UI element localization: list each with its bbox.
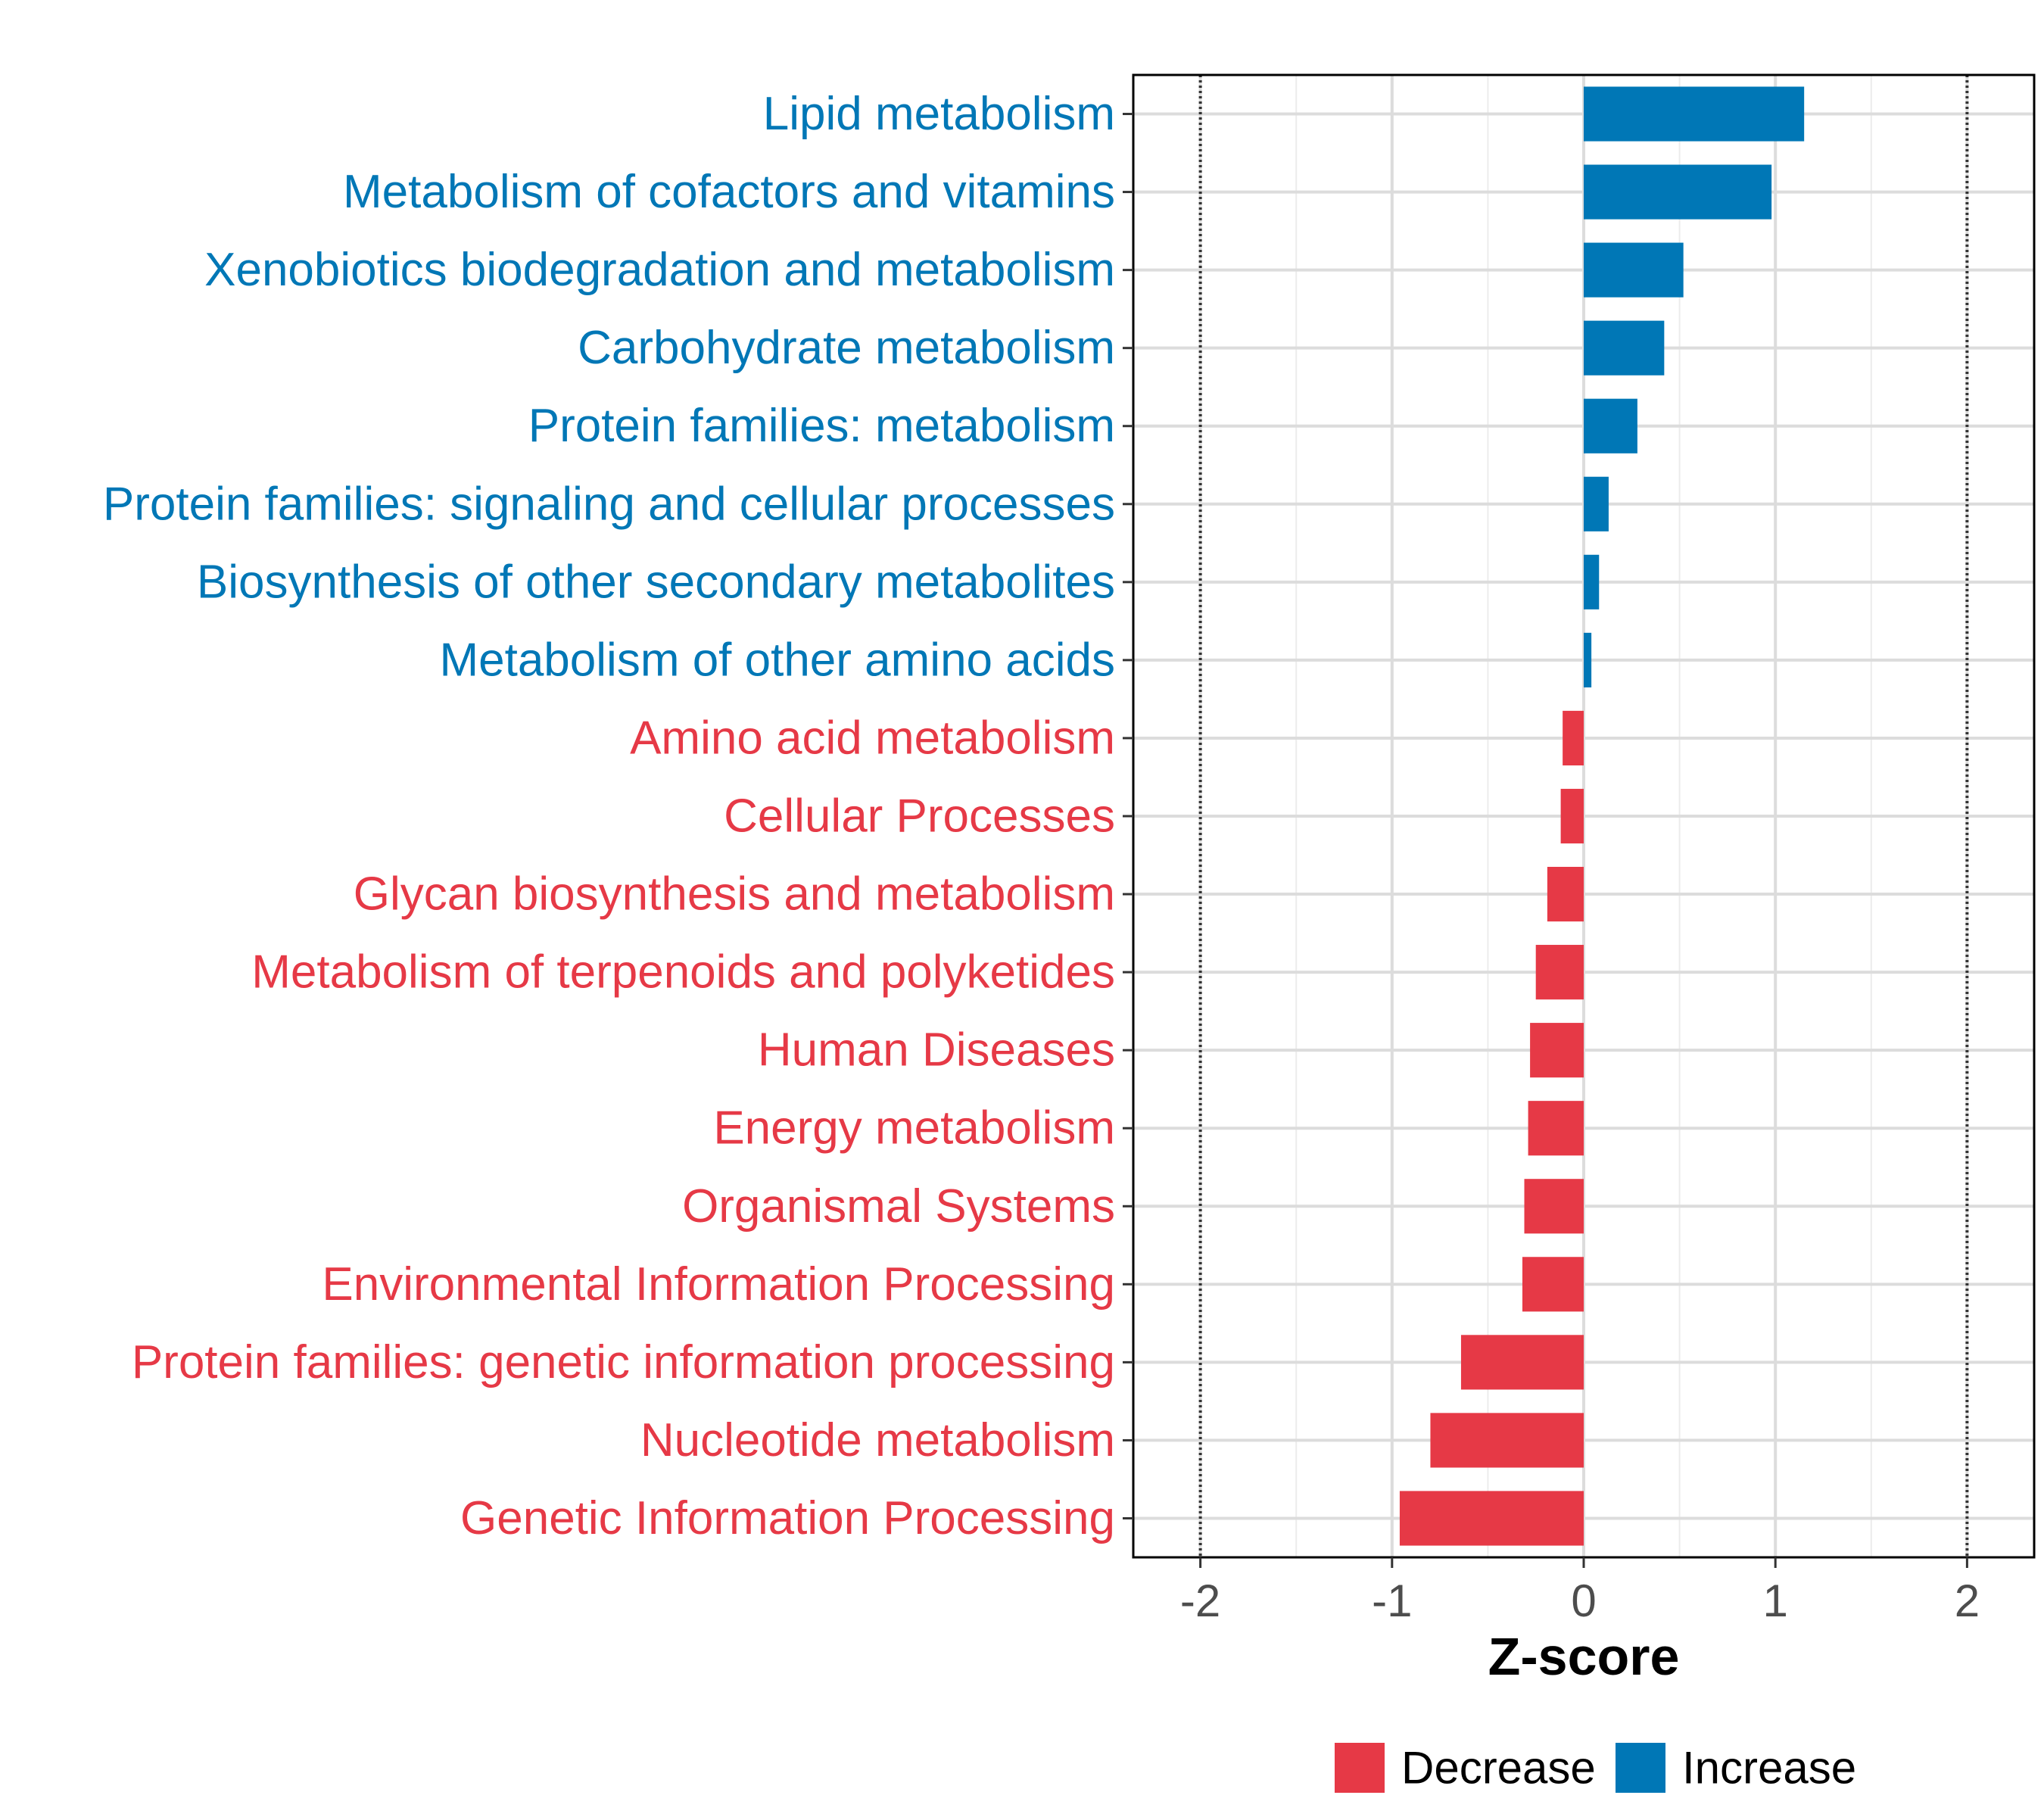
category-label: Amino acid metabolism <box>630 712 1115 764</box>
x-tick-label: 0 <box>1571 1575 1596 1626</box>
category-label: Metabolism of other amino acids <box>439 634 1115 686</box>
category-label: Xenobiotics biodegradation and metabolis… <box>204 244 1115 296</box>
category-label: Nucleotide metabolism <box>640 1414 1115 1466</box>
category-label: Human Diseases <box>758 1024 1115 1077</box>
bar <box>1522 1257 1584 1312</box>
category-label: Genetic Information Processing <box>460 1492 1115 1544</box>
category-label: Metabolism of terpenoids and polyketides <box>251 946 1115 999</box>
bar <box>1460 1335 1584 1390</box>
category-label: Protein families: metabolism <box>528 400 1115 452</box>
bar <box>1430 1413 1584 1468</box>
bar <box>1584 554 1600 609</box>
bar <box>1524 1179 1584 1234</box>
legend-label-increase: Increase <box>1682 1743 1856 1794</box>
bar <box>1535 945 1584 1000</box>
bar <box>1584 476 1609 531</box>
x-tick-label: 1 <box>1763 1575 1788 1626</box>
bars <box>1399 86 1805 1546</box>
legend: Decrease Increase <box>1335 1743 1856 1794</box>
y-axis-labels: Lipid metabolism Metabolism of cofactors … <box>103 88 1115 1544</box>
x-axis-ticks: -2 -1 0 1 2 <box>1180 1557 1980 1626</box>
legend-label-decrease: Decrease <box>1401 1743 1596 1794</box>
category-label: Glycan biosynthesis and metabolism <box>354 868 1115 921</box>
category-label: Environmental Information Processing <box>322 1258 1115 1311</box>
bar <box>1584 242 1684 298</box>
bar <box>1399 1491 1584 1546</box>
bar <box>1530 1023 1584 1078</box>
bar <box>1584 86 1805 142</box>
y-axis-ticks <box>1123 113 1133 1519</box>
category-label: Protein families: genetic information pr… <box>132 1336 1115 1388</box>
bar <box>1560 788 1584 844</box>
reference-lines <box>1198 75 1969 1557</box>
category-label: Carbohydrate metabolism <box>578 322 1115 374</box>
category-label: Metabolism of cofactors and vitamins <box>343 166 1115 218</box>
x-axis-title: Z-score <box>1488 1627 1680 1686</box>
category-label: Lipid metabolism <box>763 88 1115 140</box>
bar <box>1563 710 1584 766</box>
bar <box>1584 164 1772 220</box>
category-label: Organismal Systems <box>682 1180 1115 1233</box>
category-label: Biosynthesis of other secondary metaboli… <box>197 556 1115 608</box>
bar <box>1528 1101 1584 1156</box>
legend-key-decrease <box>1335 1743 1385 1793</box>
legend-key-increase <box>1616 1743 1665 1793</box>
x-tick-label: 2 <box>1955 1575 1980 1626</box>
category-label: Protein families: signaling and cellular… <box>103 478 1115 530</box>
bar <box>1584 632 1592 687</box>
bar <box>1584 398 1637 453</box>
category-label: Cellular Processes <box>724 790 1115 843</box>
category-label: Energy metabolism <box>713 1102 1115 1155</box>
bar <box>1547 866 1584 922</box>
x-tick-label: -2 <box>1180 1575 1220 1626</box>
x-tick-label: -1 <box>1372 1575 1412 1626</box>
bar <box>1584 320 1665 376</box>
